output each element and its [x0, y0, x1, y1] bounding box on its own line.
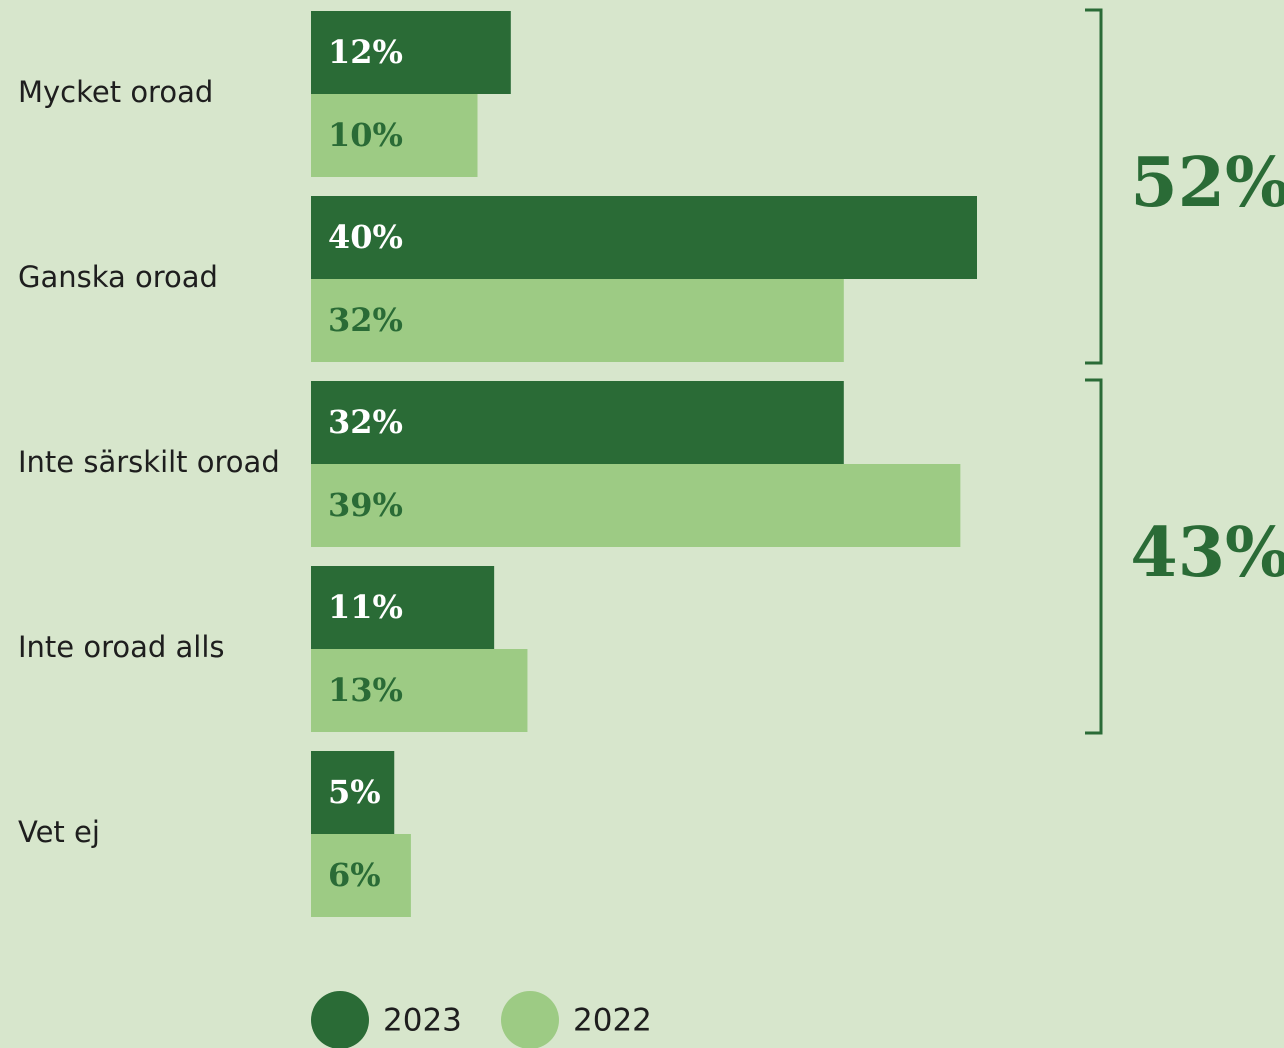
data-label: 6%: [328, 856, 381, 894]
data-label: 32%: [328, 403, 403, 441]
data-label: 32%: [328, 301, 403, 339]
bar-2022-inte-oroad-alls: [311, 649, 528, 732]
legend-label-2022: 2022: [573, 1003, 652, 1039]
group-bracket: [1085, 378, 1103, 735]
legend-label-2023: 2023: [383, 1003, 462, 1039]
bar-2023-vet-ej: [311, 751, 395, 834]
bar-2022-ganska-oroad: [311, 279, 844, 362]
data-label: 40%: [328, 218, 403, 256]
bar-2022-mycket-oroad: [311, 94, 478, 177]
data-label: 39%: [328, 486, 403, 524]
data-label: 11%: [328, 588, 403, 626]
bar-2023-inte-oroad-alls: [311, 566, 495, 649]
bar-2023-ganska-oroad: [311, 196, 977, 279]
legend-swatch-2023: [311, 991, 369, 1048]
data-label: 10%: [328, 116, 403, 154]
legend-swatch-2022: [501, 991, 559, 1048]
data-label: 13%: [328, 671, 403, 709]
bar-2023-mycket-oroad: [311, 11, 511, 94]
category-label: Vet ej: [18, 815, 100, 849]
data-label: 12%: [328, 33, 403, 71]
group-total-label: 43%: [1130, 513, 1284, 593]
group-bracket: [1085, 8, 1103, 365]
category-label: Ganska oroad: [18, 260, 218, 294]
bar-2022-vet-ej: [311, 834, 411, 917]
bar-2022-inte-sarskilt-oroad: [311, 464, 961, 547]
bar-2023-inte-sarskilt-oroad: [311, 381, 844, 464]
group-total-label: 52%: [1130, 143, 1284, 223]
category-label: Inte oroad alls: [18, 630, 225, 664]
category-label: Inte särskilt oroad: [18, 445, 280, 479]
data-label: 5%: [328, 773, 381, 811]
category-label: Mycket oroad: [18, 75, 213, 109]
